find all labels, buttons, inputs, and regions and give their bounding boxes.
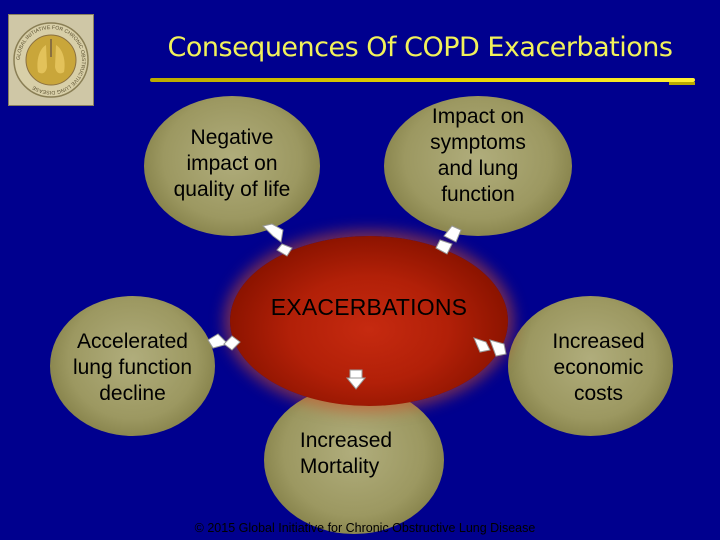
arrow-to-quality-of-life	[262, 223, 293, 257]
copyright-credit: © 2015 Global Initiative for Chronic Obs…	[194, 521, 536, 535]
arrow-to-lung-decline	[207, 333, 241, 351]
title-underline	[150, 78, 695, 82]
gold-logo-emblem: GLOBAL INITIATIVE FOR CHRONIC OBSTRUCTIV…	[13, 22, 89, 98]
bubble-quality-of-life: Negative impact on quality of life	[144, 96, 320, 236]
bubble-lung-decline: Accelerated lung function decline	[50, 296, 215, 436]
bubble-mortality: Increased Mortality	[264, 386, 444, 534]
slide-title: Consequences Of COPD Exacerbations	[167, 32, 673, 63]
arrow-to-mortality	[345, 369, 367, 390]
title-underline-accent	[669, 82, 695, 85]
bubble-economic-label: Increased economic costs	[552, 330, 645, 405]
bubble-economic: Increased economic costs	[508, 296, 673, 436]
center-exacerbations-label: EXACERBATIONS	[270, 294, 468, 320]
gold-logo: GLOBAL INITIATIVE FOR CHRONIC OBSTRUCTIV…	[8, 14, 94, 106]
bubble-symptoms-label: Impact on symptoms and lung function	[430, 105, 526, 206]
bubble-quality-of-life-label: Negative impact on quality of life	[173, 126, 291, 201]
bubble-mortality-label: Increased Mortality	[299, 429, 393, 478]
bubble-symptoms: Impact on symptoms and lung function	[384, 96, 572, 236]
arrow-to-symptoms	[435, 225, 462, 255]
arrow-to-economic	[473, 337, 507, 357]
center-exacerbations	[230, 236, 508, 406]
bubble-lung-decline-label: Accelerated lung function decline	[72, 330, 193, 405]
